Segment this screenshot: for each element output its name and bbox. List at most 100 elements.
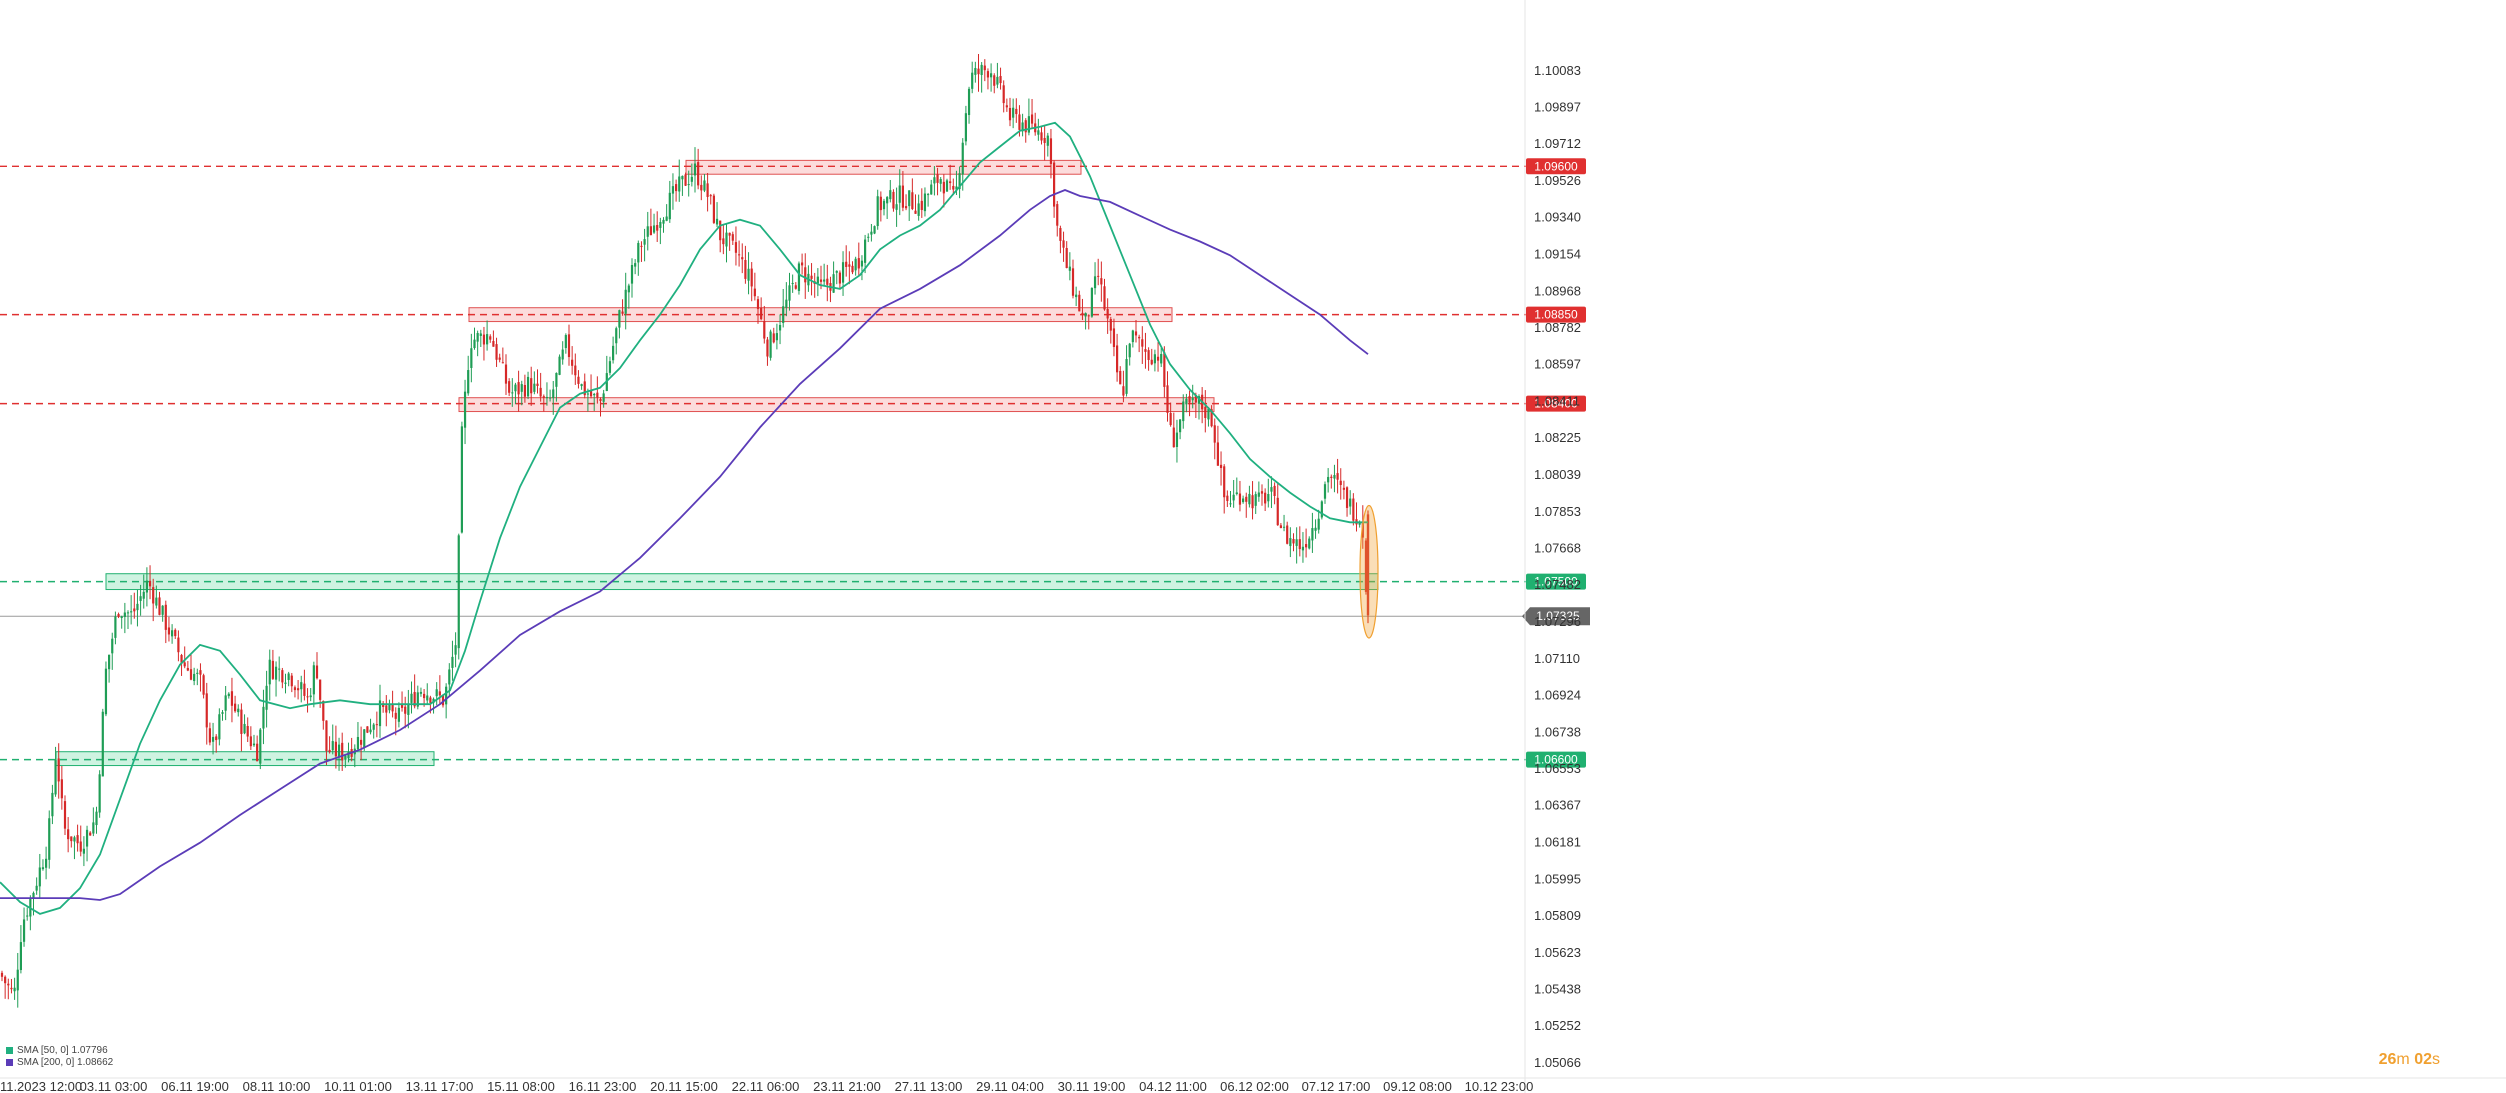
candle-body [1021,122,1024,132]
candle-body [1226,495,1229,502]
candle-body [1097,275,1100,277]
candle-body [246,726,249,737]
candle-body [775,333,778,341]
candle-body [1349,498,1352,507]
candle-body [561,349,564,360]
candle-body [741,257,744,260]
candle-body [1279,525,1282,529]
candle-body [73,837,76,842]
candle-body [1040,132,1043,141]
candle-body [10,987,13,990]
candle-body [536,383,539,386]
candle-body [1336,473,1339,480]
candle-body [634,263,637,267]
candle-body [571,359,574,366]
candle-body [148,580,152,587]
candle-body [1122,386,1125,396]
sma200-swatch-icon [6,1058,13,1066]
candle-body [511,392,514,394]
x-tick-label: 29.11 04:00 [976,1079,1044,1093]
candle-body [892,191,895,209]
candle-body [1191,397,1194,401]
candle-body [35,885,38,891]
candle-body [700,184,703,191]
candle-body [646,226,649,237]
y-tick-label: 1.05438 [1534,981,1581,996]
candle-body [271,660,274,679]
candle-body [823,279,826,282]
candle-body [750,268,753,287]
y-tick-label: 1.09154 [1534,247,1581,262]
candle-body [668,192,671,220]
candle-body [555,372,558,387]
candle-body [659,222,662,228]
candle-body [949,181,952,184]
candle-body [451,656,454,668]
candle-body [337,744,341,757]
candle-body [914,210,917,214]
candle-body [356,736,360,750]
candle-body [16,969,19,991]
candle-body [514,384,517,392]
candle-body [1062,240,1065,248]
legend-sma50[interactable]: SMA [50, 0] 1.07796 [6,1045,113,1057]
candle-body [1229,503,1232,505]
candle-body [523,385,526,397]
candle-body [630,265,634,284]
candle-body [964,113,967,142]
candle-body [709,195,712,197]
candle-body [1043,137,1046,143]
candle-body [243,723,246,734]
sma50-line[interactable] [0,121,1368,915]
y-tick-label: 1.09340 [1534,210,1581,225]
y-tick-label: 1.10083 [1534,63,1581,78]
candle-body [98,774,101,813]
candle-body [473,339,476,349]
candle-body [1238,493,1242,505]
candle-body [977,68,980,75]
x-tick-label: 04.12 11:00 [1139,1079,1207,1093]
candle-body [753,288,756,297]
candle-body [621,311,624,314]
candle-body [32,892,35,899]
candle-body [117,614,120,617]
x-tick-label: 08.11 10:00 [243,1079,311,1093]
candle-body [580,384,583,387]
candle-body [155,597,158,606]
candle-body [1207,408,1210,420]
candle-body [920,200,923,210]
candle-body [728,232,731,236]
x-tick-label: 09.12 08:00 [1383,1079,1452,1093]
candle-body [1330,476,1333,478]
candle-body [256,743,259,762]
candle-body [552,389,555,399]
candle-body [602,393,605,402]
legend-sma200[interactable]: SMA [200, 0] 1.08662 [6,1057,113,1069]
candle-body [816,276,819,284]
candle-body [904,206,908,209]
candle-body [643,239,646,245]
candle-body [378,700,382,727]
candle-body [983,65,986,71]
candle-body [1141,339,1144,347]
candle-body [1323,484,1327,499]
candle-body [782,306,785,324]
candle-body [574,365,577,376]
x-tick-label: 13.11 17:00 [406,1079,474,1093]
candle-body [549,397,552,399]
candle-body [41,867,45,870]
candle-body [218,714,221,740]
candle-body [697,162,700,186]
candle-body [681,175,684,180]
candle-body [841,262,845,283]
candle-body [684,174,687,186]
sma200-line[interactable] [0,189,1369,901]
candle-body [1169,413,1172,426]
candle-body [542,396,545,398]
candle-body [980,64,983,76]
candle-body [1024,120,1027,133]
candle-body [1090,288,1093,317]
candle-body [82,848,85,854]
